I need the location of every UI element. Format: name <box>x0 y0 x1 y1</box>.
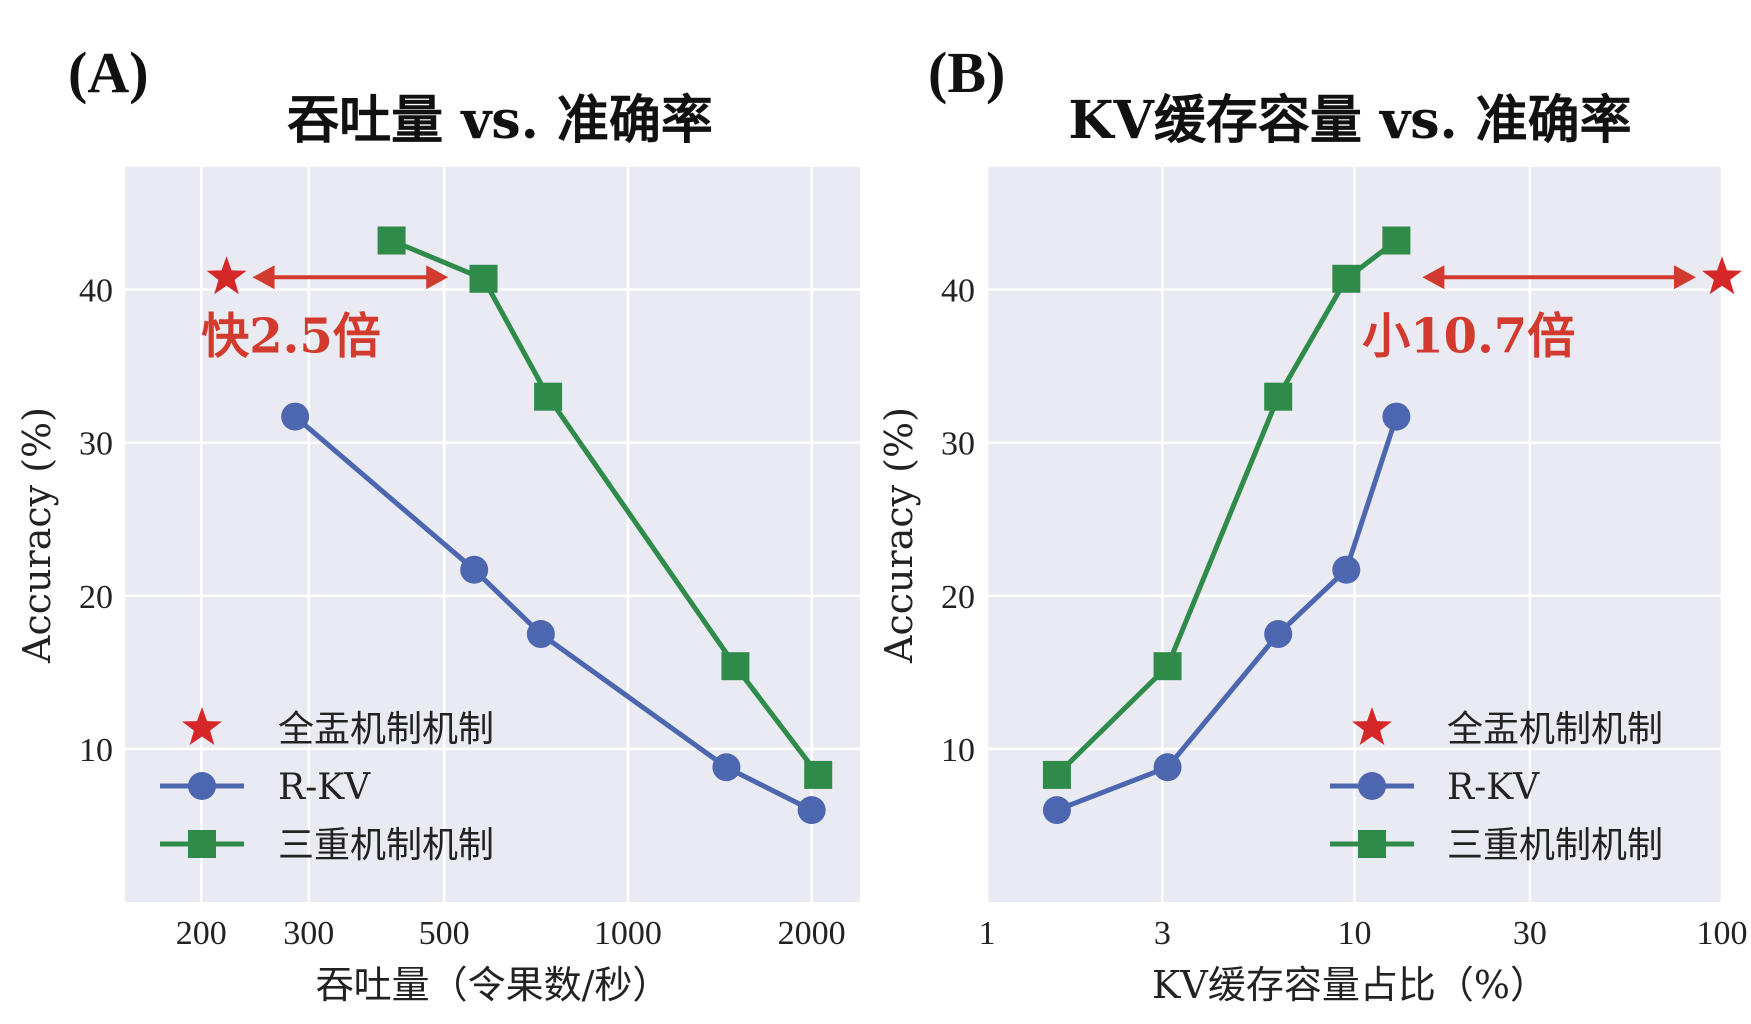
panel-label: (B) <box>928 40 1005 105</box>
data-point-triple <box>1382 226 1411 255</box>
legend-marker-triple <box>188 830 216 858</box>
legend-label-rkv: R-KV <box>1447 767 1540 808</box>
legend-marker-rkv <box>188 772 216 800</box>
data-point-rkv <box>712 753 741 782</box>
data-point-rkv <box>1332 555 1361 584</box>
x-axis-label: KV缓存容量占比（%） <box>1152 963 1548 1007</box>
legend-marker-full <box>1352 707 1392 745</box>
data-point-triple <box>377 226 406 255</box>
data-point-rkv <box>1042 796 1071 825</box>
data-point-rkv <box>460 555 489 584</box>
data-point-triple <box>1332 264 1361 293</box>
y-tick-label: 30 <box>941 426 975 463</box>
y-tick-label: 30 <box>79 426 113 463</box>
legend-label-full: 全盂机制机制 <box>1447 709 1663 750</box>
annotation-text: 小10.7倍 <box>1362 308 1575 364</box>
data-point-triple <box>534 382 563 411</box>
legend-label-triple: 三重机制机制 <box>278 825 494 866</box>
x-tick-label: 3 <box>1154 915 1171 952</box>
legend-marker-rkv <box>1358 772 1386 800</box>
annotation-arrowhead <box>1674 265 1696 290</box>
data-point-triple <box>1042 760 1071 789</box>
y-axis-label: Accuracy (%) <box>15 407 59 664</box>
panel-label: (A) <box>68 40 149 105</box>
data-point-rkv <box>797 796 826 825</box>
data-point-rkv <box>526 620 555 649</box>
y-tick-label: 40 <box>941 273 975 310</box>
x-tick-label: 2000 <box>778 915 846 952</box>
x-tick-label: 1 <box>979 915 996 952</box>
data-point-triple <box>721 652 750 681</box>
data-point-rkv <box>1382 402 1411 431</box>
x-axis-label: 吞吐量（令果数/秒） <box>316 963 671 1007</box>
legend-label-triple: 三重机制机制 <box>1447 825 1663 866</box>
data-point-full <box>1702 256 1742 295</box>
panel-b: (B) KV缓存容量 vs. 准确率 1 3 10 30 100 10 20 30 40 KV缓存容量… <box>877 40 1748 1007</box>
legend-marker-triple <box>1358 830 1386 858</box>
data-point-triple <box>1264 382 1293 411</box>
annotation-arrowhead <box>1422 265 1445 290</box>
annotation-text: 快2.5倍 <box>201 308 381 364</box>
legend-label-full: 全盂机制机制 <box>278 709 494 750</box>
y-tick-label: 20 <box>79 579 113 616</box>
data-point-rkv <box>1264 620 1293 649</box>
legend: 全盂机制机制 R-KV 三重机制机制 <box>160 707 494 866</box>
chart-title: KV缓存容量 vs. 准确率 <box>1068 90 1631 151</box>
legend: 全盂机制机制 R-KV 三重机制机制 <box>1330 707 1663 866</box>
y-tick-label: 40 <box>79 273 113 310</box>
x-tick-label: 200 <box>176 915 227 952</box>
data-point-triple <box>1153 652 1182 681</box>
y-tick-label: 10 <box>941 732 975 769</box>
x-tick-label: 1000 <box>594 915 662 952</box>
x-tick-label: 100 <box>1697 915 1748 952</box>
data-point-triple <box>804 760 833 789</box>
legend-marker-full <box>182 707 222 745</box>
y-tick-label: 20 <box>941 579 975 616</box>
data-point-full <box>206 256 247 295</box>
legend-label-rkv: R-KV <box>278 767 371 808</box>
x-tick-label: 300 <box>283 915 334 952</box>
annotation-arrowhead <box>252 265 275 290</box>
data-point-rkv <box>281 402 310 431</box>
data-point-triple <box>469 264 498 293</box>
x-tick-label: 500 <box>419 915 470 952</box>
data-point-rkv <box>1153 753 1182 782</box>
annotation-arrowhead <box>426 265 449 290</box>
panel-a: (A) 吞吐量 vs. 准确率 200 300 500 1000 2000 10 20 30 40 吞… <box>15 40 860 1007</box>
y-axis-label: Accuracy (%) <box>877 407 921 664</box>
x-tick-label: 30 <box>1513 915 1547 952</box>
chart-title: 吞吐量 vs. 准确率 <box>287 90 713 151</box>
y-tick-label: 10 <box>79 732 113 769</box>
x-tick-label: 10 <box>1338 915 1372 952</box>
